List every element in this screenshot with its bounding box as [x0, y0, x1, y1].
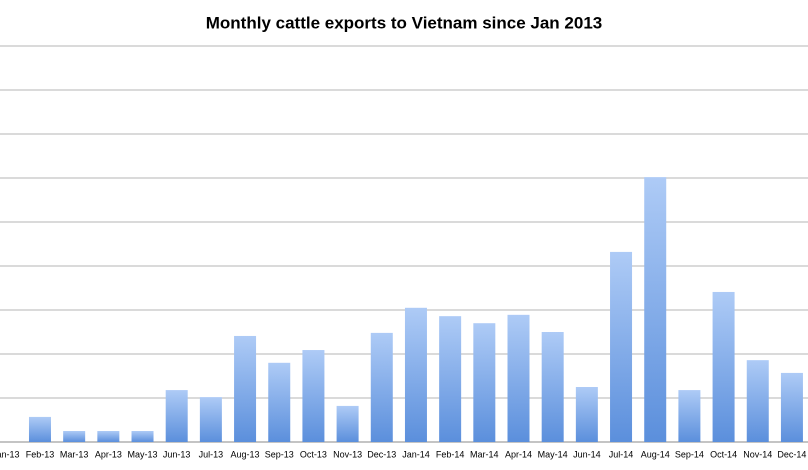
bar: [473, 323, 496, 442]
x-tick-label: Jan-14: [402, 449, 430, 459]
bar: [302, 350, 325, 442]
bar: [746, 360, 769, 442]
x-tick-label: Feb-13: [26, 449, 55, 459]
chart-title: Monthly cattle exports to Vietnam since …: [206, 13, 603, 32]
bar: [97, 431, 120, 442]
bar: [199, 397, 222, 442]
bar: [234, 335, 257, 442]
x-tick-label: Mar-14: [470, 449, 499, 459]
x-tick-label: Nov-13: [333, 449, 362, 459]
x-tick-label: Apr-13: [95, 449, 122, 459]
x-tick-label: Mar-13: [60, 449, 89, 459]
bar: [644, 177, 667, 442]
x-tick-label: Dec-14: [777, 449, 806, 459]
x-tick-label: Oct-13: [300, 449, 327, 459]
x-tick-label: Jan-13: [0, 449, 20, 459]
bar: [575, 387, 598, 442]
bar: [370, 332, 393, 442]
bar: [678, 390, 701, 442]
bar: [780, 372, 803, 442]
bar: [439, 316, 462, 442]
x-tick-label: Aug-14: [641, 449, 670, 459]
bar: [63, 431, 86, 442]
bar: [268, 362, 291, 442]
bar: [541, 332, 564, 442]
bar: [336, 405, 359, 442]
x-tick-label: Dec-13: [367, 449, 396, 459]
x-tick-label: Jul-13: [199, 449, 224, 459]
x-tick-label: Apr-14: [505, 449, 532, 459]
bar: [404, 307, 427, 442]
bar: [165, 390, 188, 442]
x-tick-label: Aug-13: [231, 449, 260, 459]
bar: [28, 416, 51, 442]
x-tick-label: Oct-14: [710, 449, 737, 459]
x-tick-label: Jun-13: [163, 449, 191, 459]
x-tick-label: Sep-13: [265, 449, 294, 459]
x-tick-label: Sep-14: [675, 449, 704, 459]
bar: [131, 431, 154, 442]
x-tick-label: Feb-14: [436, 449, 465, 459]
bar: [507, 314, 530, 442]
x-tick-label: Jul-14: [609, 449, 634, 459]
x-tick-label: Jun-14: [573, 449, 601, 459]
x-tick-label: Nov-14: [743, 449, 772, 459]
x-tick-label: May-13: [128, 449, 158, 459]
bar: [610, 251, 633, 442]
x-tick-label: May-14: [538, 449, 568, 459]
bar: [712, 291, 735, 442]
